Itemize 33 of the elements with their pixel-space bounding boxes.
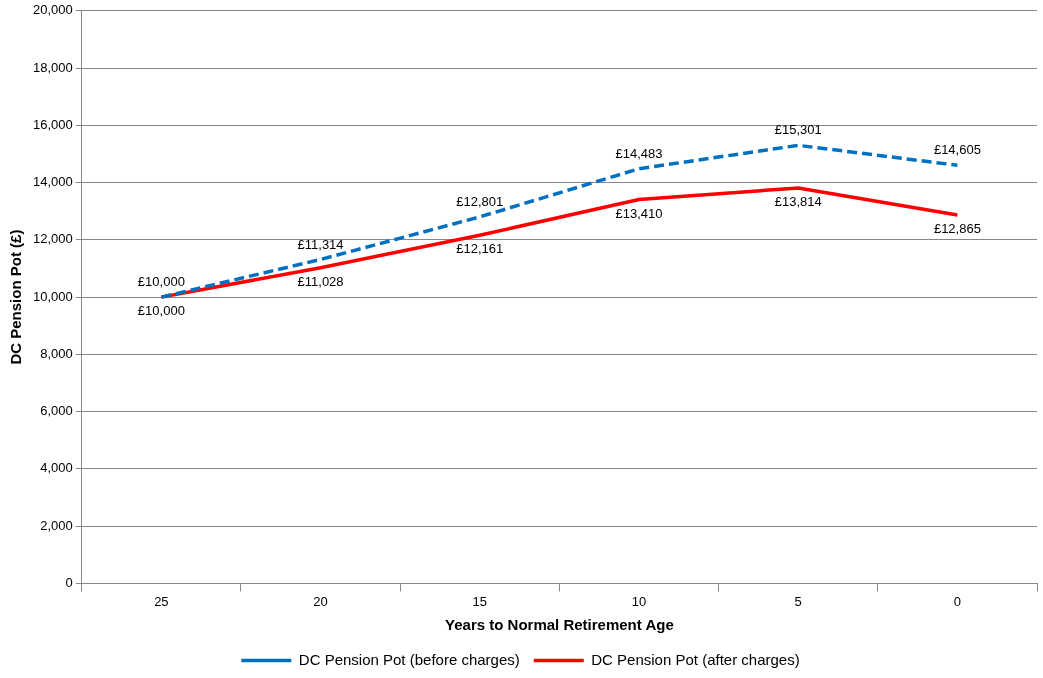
data-label: £10,000: [137, 274, 185, 290]
x-tick-label: 25: [154, 593, 169, 609]
data-label: £12,801: [456, 193, 504, 209]
data-label: £13,814: [774, 193, 822, 209]
y-tick-label: 10,000: [33, 288, 73, 304]
data-label: £14,605: [933, 142, 981, 158]
y-tick-label: 4,000: [40, 460, 73, 476]
legend-label: DC Pension Pot (after charges): [591, 650, 800, 668]
data-label: £11,028: [297, 273, 344, 289]
x-tick-label: 0: [953, 593, 962, 609]
data-label: £11,314: [297, 236, 344, 252]
y-tick-label: 6,000: [40, 403, 73, 419]
y-tick-label: 14,000: [33, 174, 73, 190]
y-tick-label: 2,000: [40, 517, 73, 533]
x-tick-label: 5: [794, 593, 802, 609]
y-tick-label: 18,000: [33, 59, 73, 75]
y-tick-label: 8,000: [40, 345, 73, 361]
y-tick-label: 0: [65, 574, 73, 590]
x-tick-label: 10: [631, 593, 647, 609]
y-tick-label: 12,000: [33, 231, 73, 247]
data-label: £12,161: [456, 241, 504, 257]
data-label: £15,301: [774, 122, 822, 138]
y-tick-label: 20,000: [33, 2, 73, 18]
x-axis-title: Years to Normal Retirement Age: [445, 616, 674, 634]
y-axis-title: DC Pension Pot (£): [7, 229, 25, 365]
data-label: £12,865: [933, 221, 981, 237]
data-label: £13,410: [615, 205, 663, 221]
data-label: £14,483: [615, 145, 663, 161]
x-tick-label: 15: [472, 593, 488, 609]
legend-label: DC Pension Pot (before charges): [298, 650, 520, 668]
data-label: £10,000: [137, 303, 185, 319]
x-tick-label: 20: [313, 593, 328, 609]
y-tick-label: 16,000: [33, 116, 73, 132]
